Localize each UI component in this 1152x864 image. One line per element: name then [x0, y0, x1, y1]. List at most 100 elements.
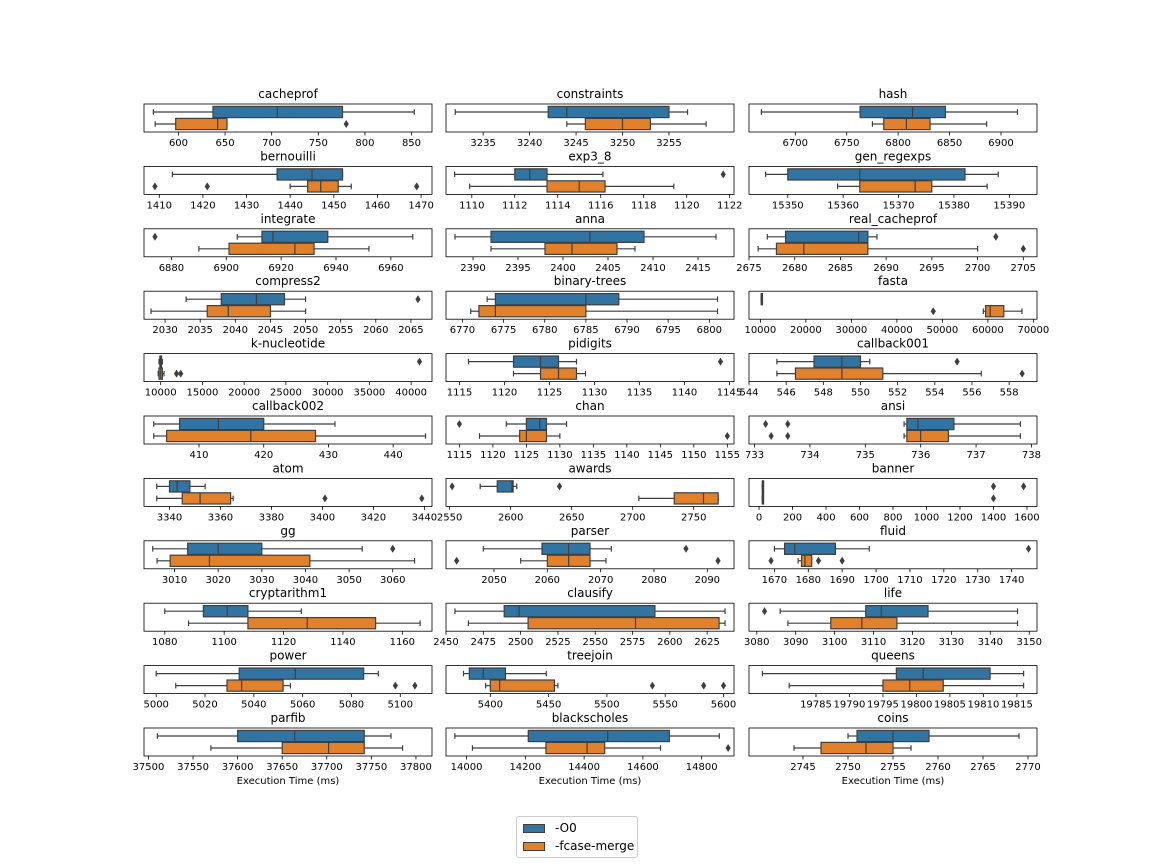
x-tick-label: 2090 — [695, 575, 720, 586]
x-tick-label: 19790 — [834, 700, 866, 711]
box-fcase-merge — [150, 305, 307, 318]
panel-chan: chan 1115 1120 1125 1130 1135 1140 1145 1150 1155 — [445, 399, 740, 461]
x-tick-label: 3040 — [293, 575, 318, 586]
x-tick-label: 6900 — [988, 138, 1013, 149]
outlier-point — [343, 120, 349, 128]
x-tick-label: 1125 — [514, 450, 539, 461]
iqr-box — [906, 429, 949, 443]
x-tick-label: 2745 — [790, 762, 815, 773]
panel-life: life 3080 3090 3100 3110 3120 3130 3140 3150 — [744, 586, 1042, 648]
x-tick-label: 1155 — [715, 450, 740, 461]
box-fcase-merge — [175, 679, 418, 692]
x-tick-label: 2405 — [595, 263, 620, 274]
x-tick-label: 2760 — [925, 762, 950, 773]
panel-title: ansi — [881, 399, 906, 413]
box-fcase-merge — [157, 367, 184, 380]
x-tick-label: 1470 — [408, 200, 433, 211]
box-O0 — [482, 542, 689, 556]
panel-frame — [143, 727, 433, 757]
x-tick-label: 50000 — [926, 325, 958, 336]
x-tick-label: 3080 — [744, 637, 769, 648]
x-tick-label: 1130 — [547, 450, 572, 461]
x-tick-label: 10000 — [145, 388, 177, 399]
x-tick-label: 15370 — [883, 200, 915, 211]
x-tick-label: 5400 — [478, 700, 503, 711]
panel-constraints: constraints 3235 3240 3245 3250 3255 — [445, 87, 735, 149]
outlier-point — [715, 556, 721, 565]
x-tick-label: 1140 — [672, 388, 697, 399]
panel-frame — [748, 602, 1038, 632]
outlier-point — [152, 182, 158, 191]
x-tick-label: 3140 — [978, 637, 1003, 648]
panel-frame — [143, 103, 433, 133]
panel-atom: atom 3340 3360 3380 3400 3420 3440 — [143, 461, 437, 523]
panel-title: power — [269, 649, 306, 663]
box-O0 — [486, 293, 719, 306]
panel-frame — [445, 415, 735, 445]
panel-frame — [143, 477, 433, 507]
outlier-point — [761, 607, 768, 616]
iqr-box — [906, 417, 955, 431]
x-tick-label: 3440 — [412, 512, 437, 523]
x-tick-label: 552 — [888, 388, 907, 399]
x-axis-label: Execution Time (ms) — [539, 776, 642, 787]
x-tick-label: 20000 — [790, 325, 822, 336]
box-O0 — [454, 729, 720, 743]
x-tick-label: 1740 — [999, 575, 1024, 586]
iqr-box — [307, 180, 339, 193]
x-tick-label: 2055 — [328, 325, 353, 336]
x-tick-label: 1116 — [588, 200, 613, 211]
iqr-box — [859, 105, 947, 119]
x-tick-label: 2680 — [782, 263, 807, 274]
panel-cacheprof: cacheprof 600 650 700 750 800 850 — [143, 87, 433, 149]
x-tick-label: 6785 — [573, 325, 598, 336]
outlier-point — [768, 432, 774, 440]
iqr-box — [800, 554, 813, 568]
panel-frame — [748, 103, 1038, 133]
outlier-point — [322, 494, 328, 503]
x-tick-label: 2415 — [685, 263, 710, 274]
panel-frame — [143, 415, 433, 445]
x-tick-label: 1112 — [502, 200, 527, 211]
outlier-point — [993, 232, 999, 241]
iqr-box — [584, 117, 651, 131]
panel-fluid: fluid 1670 1680 1690 1700 1710 1720 1730 1740 — [748, 524, 1038, 586]
iqr-box — [226, 679, 284, 692]
box-fcase-merge — [470, 305, 719, 318]
x-tick-label: 3010 — [162, 575, 187, 586]
box-fcase-merge — [478, 429, 730, 443]
panel-title: blackscholes — [552, 711, 629, 725]
panel-gen_regexps: gen_regexps 15350 15360 15370 15380 15390 — [748, 149, 1038, 211]
x-tick-label: 3100 — [822, 637, 847, 648]
box-O0 — [765, 168, 999, 181]
iqr-box — [546, 180, 606, 193]
x-tick-label: 15000 — [187, 388, 219, 399]
outlier-point — [930, 307, 936, 316]
box-O0 — [467, 355, 724, 368]
x-tick-label: 800 — [883, 512, 902, 523]
x-tick-label: 19785 — [800, 700, 832, 711]
box-O0 — [763, 417, 1021, 431]
box-O0 — [776, 355, 960, 368]
x-axis-label: Execution Time (ms) — [842, 776, 945, 787]
panel-k-nucleotide: k-nucleotide 10000 15000 20000 25000 30000 350… — [143, 337, 433, 399]
x-tick-label: 2065 — [398, 325, 423, 336]
x-tick-label: 6780 — [532, 325, 557, 336]
x-tick-label: 2060 — [363, 325, 388, 336]
box-fcase-merge — [210, 741, 404, 755]
panel-frame — [143, 165, 433, 195]
x-tick-label: 2050 — [481, 575, 506, 586]
outlier-point — [649, 681, 655, 690]
panel-binary-trees: binary-trees 6770 6775 6780 6785 6790 6795 6800 — [445, 274, 735, 336]
outlier-point — [701, 681, 707, 690]
iqr-box — [787, 168, 966, 181]
box-fcase-merge — [485, 679, 727, 692]
panel-title: pidigits — [568, 337, 612, 351]
box-fcase-merge — [454, 554, 721, 568]
outlier-point — [416, 357, 423, 366]
x-tick-label: 733 — [745, 450, 764, 461]
iqr-box — [468, 667, 507, 680]
panel-frame — [143, 228, 433, 258]
x-tick-label: 6900 — [214, 263, 239, 274]
x-tick-label: 1720 — [931, 575, 956, 586]
